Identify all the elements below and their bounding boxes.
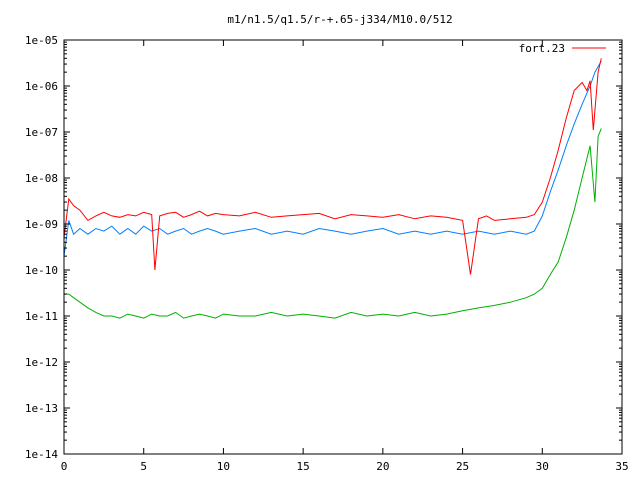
legend: fort.23 — [519, 42, 606, 55]
y-tick-label: 1e-12 — [25, 356, 58, 369]
series-line-series-2 — [63, 60, 602, 257]
x-tick-label: 30 — [536, 460, 549, 473]
y-tick-label: 1e-14 — [25, 448, 58, 461]
series-layer — [63, 58, 602, 319]
y-tick-label: 1e-13 — [25, 402, 58, 415]
y-tick-label: 1e-09 — [25, 218, 58, 231]
x-tick-label: 15 — [297, 460, 310, 473]
y-tick-label: 1e-08 — [25, 172, 58, 185]
x-tick-label: 20 — [376, 460, 389, 473]
y-tick-label: 1e-11 — [25, 310, 58, 323]
y-tick-label: 1e-06 — [25, 80, 58, 93]
x-tick-label: 25 — [456, 460, 469, 473]
y-tick-label: 1e-07 — [25, 126, 58, 139]
series-line-fort-23 — [63, 58, 602, 275]
y-axis: 1e-14 1e-13 1e-12 1e-11 1e-10 1e-09 1e-08 1e-07… — [25, 34, 622, 461]
chart-title: m1/n1.5/q1.5/r-+.65-j334/M10.0/512 — [227, 13, 452, 26]
plot-frame — [63, 39, 623, 455]
x-axis: 0 5 10 15 20 25 30 35 — [61, 40, 629, 473]
series-line-series-3 — [64, 128, 602, 319]
y-tick-label: 1e-05 — [25, 34, 58, 47]
x-tick-label: 5 — [140, 460, 147, 473]
y-tick-label: 1e-10 — [25, 264, 58, 277]
x-tick-label: 0 — [61, 460, 68, 473]
x-tick-label: 10 — [217, 460, 230, 473]
legend-label-fort-23: fort.23 — [519, 42, 565, 55]
x-tick-label: 35 — [615, 460, 628, 473]
